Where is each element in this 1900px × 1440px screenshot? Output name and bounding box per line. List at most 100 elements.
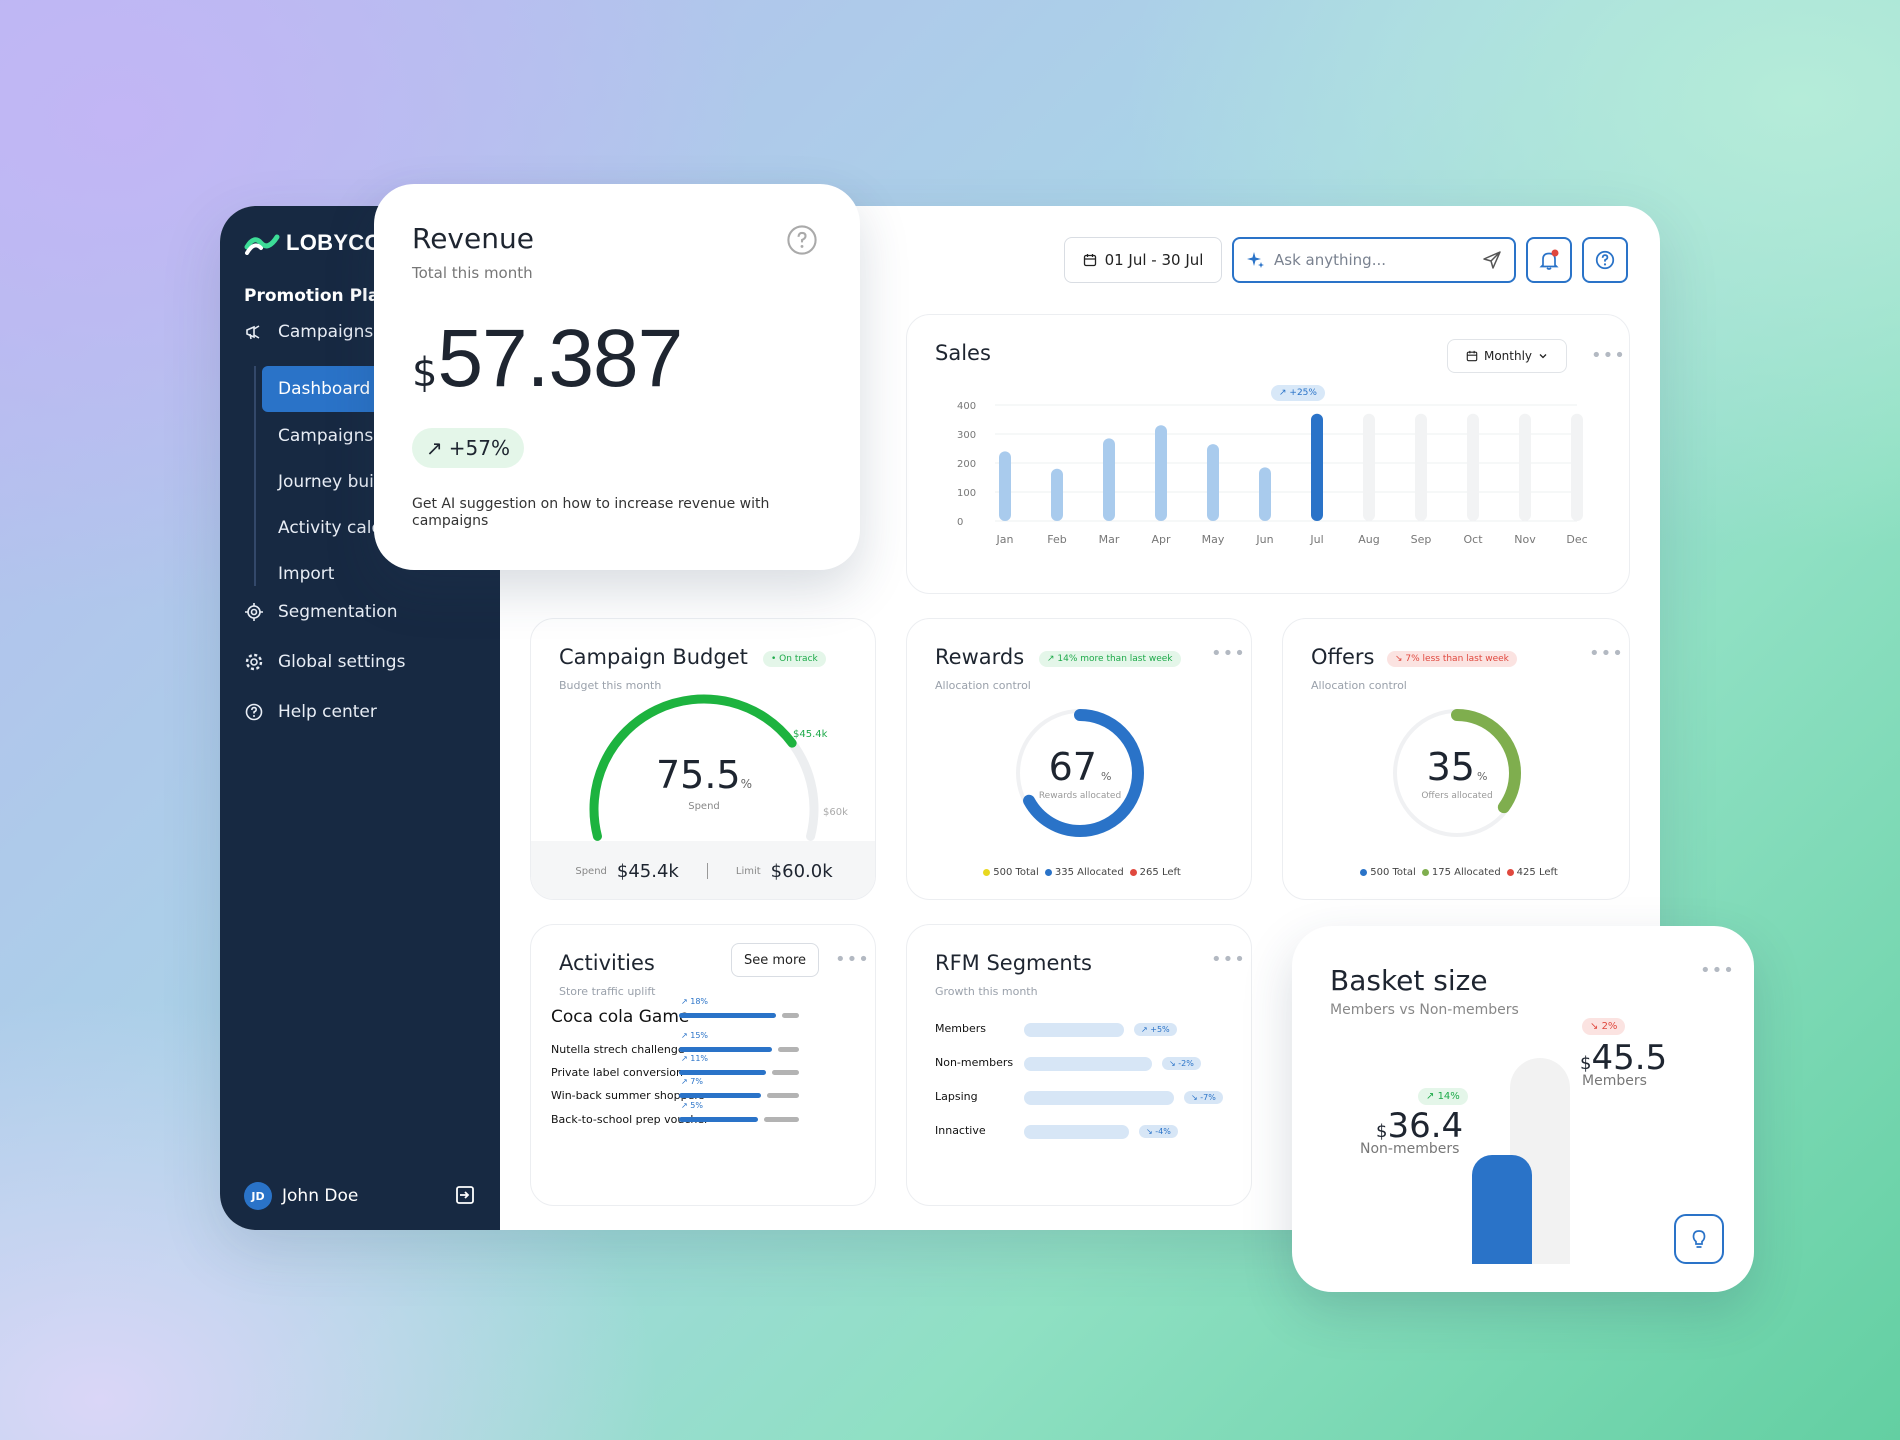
sidebar-item-label: Global settings — [278, 652, 406, 672]
sidebar-item-segmentation[interactable]: Segmentation — [244, 602, 397, 622]
rfm-bar — [1024, 1057, 1152, 1071]
non-members-label: Non-members — [1360, 1141, 1460, 1157]
limit-label: Limit — [735, 865, 761, 877]
rewards-legend: 500 Total 335 Allocated 265 Left — [907, 867, 1251, 878]
chevron-down-icon — [1539, 354, 1547, 359]
more-icon[interactable]: ••• — [1211, 643, 1246, 664]
x-tick-label: Aug — [1358, 533, 1379, 546]
non-members-value: $36.4 — [1376, 1106, 1464, 1146]
bar-may — [1207, 444, 1219, 521]
bar-jul — [1311, 413, 1323, 521]
activities-subtitle: Store traffic uplift — [559, 985, 656, 998]
rfm-label: Members — [935, 1022, 986, 1035]
more-icon[interactable]: ••• — [835, 949, 870, 970]
help-button[interactable] — [1582, 237, 1628, 283]
offers-title: Offers — [1311, 645, 1375, 669]
help-icon[interactable] — [786, 224, 818, 256]
more-icon[interactable]: ••• — [1589, 643, 1624, 664]
activities-card: Activities Store traffic uplift See more… — [530, 924, 876, 1206]
revenue-change: +57% — [448, 436, 510, 460]
rfm-label: Non-members — [935, 1056, 1014, 1069]
rfm-label: Lapsing — [935, 1090, 978, 1103]
spend-label: Spend — [575, 865, 607, 877]
members-value: $45.5 — [1580, 1038, 1668, 1078]
see-more-button[interactable]: See more — [731, 943, 819, 977]
send-icon[interactable] — [1482, 250, 1502, 270]
sidebar-subitem-import[interactable]: Import — [278, 564, 335, 584]
ask-anything-input[interactable]: Ask anything... — [1232, 237, 1516, 283]
sales-title: Sales — [935, 341, 991, 365]
more-icon[interactable]: ••• — [1700, 960, 1735, 981]
more-icon[interactable]: ••• — [1211, 949, 1246, 970]
logout-icon[interactable] — [454, 1184, 476, 1206]
x-tick-label: Dec — [1566, 533, 1587, 546]
y-tick-label: 0 — [957, 517, 963, 528]
rfm-change: ↗ +5% — [1134, 1023, 1177, 1036]
ai-tip-button[interactable] — [1674, 1214, 1724, 1264]
non-members-change-badge: ↗ 14% — [1418, 1088, 1468, 1105]
x-tick-label: Jun — [1255, 533, 1273, 546]
revenue-change-badge: ↗ +57% — [412, 428, 524, 468]
basket-title: Basket size — [1330, 964, 1488, 997]
rfm-change: ↘ -2% — [1162, 1057, 1201, 1070]
sales-card: Sales Monthly ••• ↗ +25% 0 100 200 300 400 Ja… — [906, 314, 1630, 594]
y-tick-label: 200 — [957, 459, 976, 470]
revenue-value: 57.387 — [437, 313, 683, 404]
members-change-badge: ↘ 2% — [1582, 1018, 1626, 1035]
calendar-icon — [1083, 254, 1096, 267]
gauge-fill — [589, 694, 797, 841]
sales-chart: 0 100 200 300 400 Jan Feb Mar Apr May Jun Jul Aug Sep… — [957, 401, 1588, 546]
rfm-title: RFM Segments — [935, 951, 1092, 975]
x-tick-label: Mar — [1099, 533, 1120, 546]
user-profile[interactable]: JD John Doe — [244, 1182, 358, 1210]
bar-feb — [1051, 468, 1063, 521]
gauge-max-label: $60k — [823, 807, 848, 818]
members-label: Members — [1582, 1073, 1647, 1089]
activity-name: Back-to-school prep voucher — [551, 1113, 709, 1126]
basket-size-card: Basket size Members vs Non-members ••• ↘… — [1292, 926, 1754, 1292]
date-range-picker[interactable]: 01 Jul - 30 Jul — [1064, 237, 1222, 283]
rfm-bar — [1024, 1125, 1129, 1139]
donut-center: 67% — [907, 745, 1253, 789]
offers-card: Offers ↘ 7% less than last week ••• Allo… — [1282, 618, 1630, 900]
donut-fill — [1393, 709, 1521, 837]
bell-icon — [1539, 249, 1559, 270]
budget-gauge — [589, 694, 819, 841]
logo[interactable]: LOBYCO — [244, 230, 382, 256]
activity-bar-rest — [778, 1047, 799, 1052]
rfm-card: RFM Segments Growth this month ••• Membe… — [906, 924, 1252, 1206]
period-label: Monthly — [1483, 349, 1533, 363]
notifications-button[interactable] — [1526, 237, 1572, 283]
sidebar-item-label: Campaigns — [278, 322, 374, 342]
revenue-title: Revenue — [412, 222, 534, 255]
y-tick-label: 300 — [957, 430, 976, 441]
sidebar-subitem-campaigns[interactable]: Campaigns — [278, 426, 374, 446]
activity-pct: ↗ 11% — [681, 1054, 709, 1063]
ai-suggestion-link[interactable]: Get AI suggestion on how to increase rev… — [412, 496, 770, 529]
activity-bar — [679, 1093, 761, 1098]
arrow-up-right-icon: ↗ — [426, 436, 443, 460]
rewards-title: Rewards — [935, 645, 1025, 669]
x-tick-label: Sep — [1411, 533, 1432, 546]
sidebar-item-global-settings[interactable]: Global settings — [244, 652, 405, 672]
basket-subtitle: Members vs Non-members — [1330, 1002, 1519, 1018]
activity-pct: ↗ 7% — [681, 1077, 703, 1086]
bar-nov — [1519, 413, 1531, 521]
calendar-icon — [1466, 350, 1478, 362]
more-icon[interactable]: ••• — [1591, 345, 1626, 366]
donut-label: Rewards allocated — [1038, 791, 1122, 801]
activity-bar — [679, 1013, 777, 1018]
bar-apr — [1155, 425, 1167, 521]
bar-aug — [1363, 413, 1375, 521]
ask-placeholder: Ask anything... — [1274, 251, 1386, 269]
bar-sep — [1415, 413, 1427, 521]
divider — [706, 863, 708, 879]
rewards-card: Rewards ↗ 14% more than last week ••• Al… — [906, 618, 1252, 900]
activity-bar-rest — [772, 1070, 799, 1075]
sidebar-item-help-center[interactable]: Help center — [244, 702, 377, 722]
spend-value: $45.4k — [616, 860, 679, 882]
period-select[interactable]: Monthly — [1447, 339, 1567, 373]
status-badge: • On track — [763, 651, 826, 667]
x-tick-label: Nov — [1514, 533, 1536, 546]
sidebar-item-campaigns[interactable]: Campaigns — [244, 322, 373, 342]
